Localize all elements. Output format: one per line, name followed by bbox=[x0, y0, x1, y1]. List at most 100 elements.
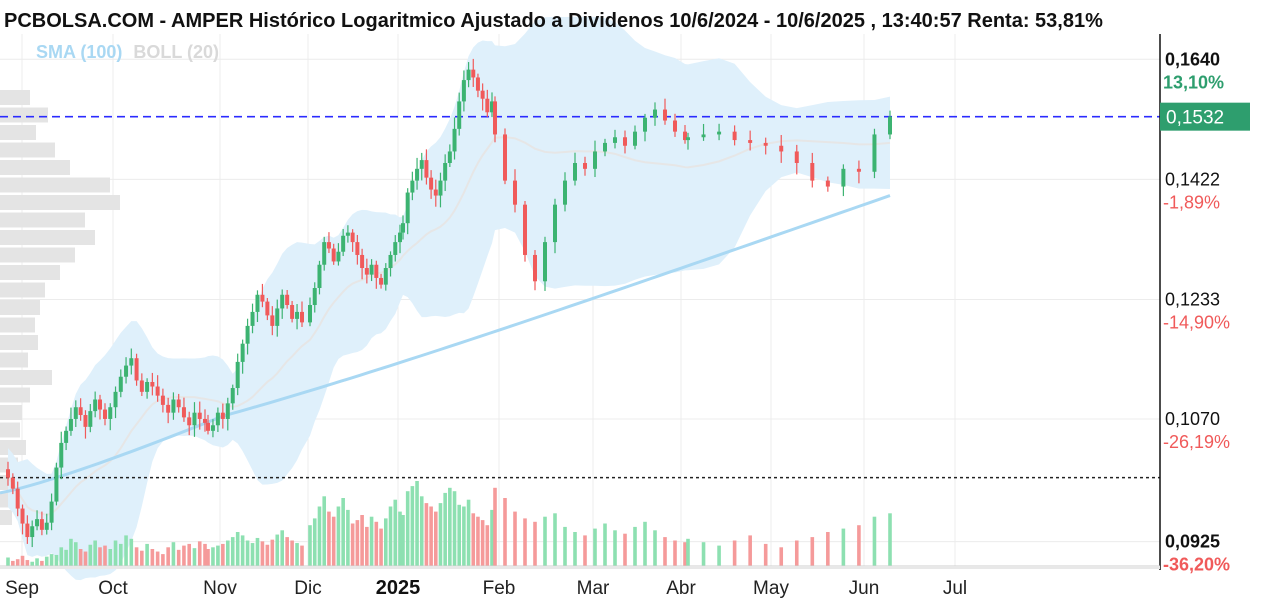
volume-bar bbox=[64, 549, 68, 566]
volume-bar bbox=[457, 504, 462, 566]
y-axis-labels: 0,1640 13,10% 0,1422 -1,89% 0,1233 -14,90% 0,1… bbox=[1163, 49, 1230, 574]
current-price-label: 0,1532 bbox=[1166, 108, 1224, 129]
current-price-tag bbox=[1160, 102, 1250, 131]
candle-body bbox=[383, 268, 388, 285]
volume-profile-bar bbox=[0, 387, 30, 403]
volume-bar bbox=[415, 481, 419, 566]
x-axis-labels: Sep Oct Nov Dic 2025 Feb Mar Abr May Jun Jul bbox=[5, 577, 967, 599]
volume-bar bbox=[350, 523, 355, 566]
volume-bar bbox=[312, 518, 317, 566]
candle-body bbox=[345, 232, 350, 236]
volume-profile-bar bbox=[0, 107, 48, 123]
volume-bar bbox=[98, 547, 102, 566]
volume-profile-bar bbox=[0, 230, 95, 245]
volume-profile-bar bbox=[0, 300, 40, 315]
candle-body bbox=[593, 151, 597, 169]
volume-profile-bar bbox=[0, 405, 22, 420]
volume-bar bbox=[810, 537, 815, 566]
volume-bar bbox=[270, 539, 275, 566]
volume-bar bbox=[245, 540, 250, 566]
volume-bar bbox=[221, 543, 225, 566]
volume-bar bbox=[613, 530, 617, 566]
volume-bar bbox=[393, 499, 398, 566]
volume-bar bbox=[265, 544, 270, 566]
volume-bar bbox=[59, 547, 64, 566]
volume-profile-bar bbox=[0, 317, 35, 333]
volume-bar bbox=[419, 496, 424, 566]
candle-body bbox=[794, 151, 799, 163]
candle-body bbox=[553, 204, 557, 243]
volume-bar bbox=[182, 545, 186, 566]
month-label: Jul bbox=[943, 578, 967, 599]
candle-body bbox=[39, 519, 44, 530]
volume-bar bbox=[683, 542, 687, 566]
candle-body bbox=[35, 519, 40, 527]
volume-bar bbox=[216, 545, 220, 566]
candle-body bbox=[543, 242, 547, 282]
candle-body bbox=[98, 399, 102, 410]
candle-body bbox=[633, 131, 637, 146]
price-level-label: 0,1422 bbox=[1165, 169, 1220, 189]
month-label: Oct bbox=[98, 578, 128, 599]
volume-profile-bar bbox=[0, 125, 36, 140]
volume-profile-bar bbox=[0, 440, 26, 455]
volume-bar bbox=[593, 528, 597, 566]
price-level-label: 0,0925 bbox=[1165, 532, 1220, 552]
candle-body bbox=[187, 417, 192, 426]
candle-body bbox=[235, 361, 240, 389]
volume-bar bbox=[573, 532, 577, 566]
volume-bar bbox=[701, 542, 706, 566]
candle-body bbox=[203, 418, 207, 423]
volume-bar bbox=[623, 533, 627, 566]
candle-body bbox=[312, 287, 317, 306]
candle-body bbox=[350, 232, 355, 243]
volume-bar bbox=[260, 541, 265, 566]
volume-bar bbox=[346, 509, 350, 566]
volume-bar bbox=[533, 521, 537, 566]
volume-profile-bar bbox=[0, 265, 60, 280]
candle-body bbox=[503, 134, 507, 181]
volume-bar bbox=[54, 554, 59, 566]
volume-bar bbox=[583, 535, 587, 566]
candle-body bbox=[25, 523, 30, 538]
candle-body bbox=[118, 376, 123, 392]
candle-body bbox=[68, 418, 73, 431]
volume-bar bbox=[225, 540, 230, 566]
volume-bar bbox=[388, 506, 393, 566]
candle-body bbox=[643, 117, 647, 132]
volume-bar bbox=[523, 518, 527, 566]
volume-bar bbox=[44, 556, 49, 566]
volume-bar bbox=[140, 550, 144, 566]
volume-bar bbox=[83, 551, 88, 566]
volume-bar bbox=[355, 520, 360, 566]
candle-body bbox=[461, 80, 466, 102]
volume-bar bbox=[235, 532, 240, 566]
volume-bar bbox=[543, 516, 547, 566]
volume-bar bbox=[857, 525, 861, 566]
volume-bar bbox=[240, 535, 245, 566]
candle-body bbox=[490, 101, 494, 113]
volume-bar bbox=[341, 498, 345, 566]
volume-bar bbox=[490, 509, 494, 566]
candle-body bbox=[424, 160, 429, 178]
candle-body bbox=[493, 101, 497, 135]
volume-bar bbox=[308, 525, 312, 566]
volume-bar bbox=[317, 506, 322, 566]
volume-bar bbox=[20, 555, 25, 566]
price-level-percent: -14,90% bbox=[1163, 313, 1230, 333]
volume-bar bbox=[206, 549, 210, 566]
volume-profile-bar bbox=[0, 90, 30, 105]
candle-body bbox=[215, 412, 220, 426]
volume-bar bbox=[35, 558, 39, 566]
volume-bar bbox=[438, 503, 443, 566]
volume-bar bbox=[480, 520, 485, 566]
candle-body bbox=[290, 305, 295, 319]
candle-body bbox=[260, 294, 265, 302]
volume-bar bbox=[73, 542, 78, 566]
volume-bar bbox=[633, 526, 637, 566]
price-level-percent: -36,20% bbox=[1163, 555, 1230, 575]
price-level-label: 0,1640 bbox=[1165, 49, 1220, 69]
volume-profile-bar bbox=[0, 510, 12, 525]
volume-profile bbox=[0, 90, 120, 525]
month-label: 2025 bbox=[376, 577, 421, 599]
